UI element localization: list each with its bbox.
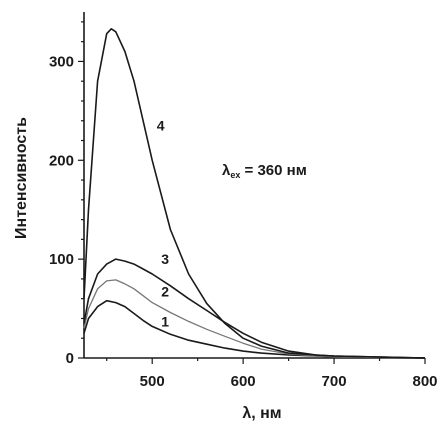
series-line-4: [83, 28, 426, 359]
x-tick-label: 500: [140, 373, 165, 390]
y-axis-title: Интенсивность: [13, 117, 30, 239]
x-tick-label: 700: [322, 373, 347, 390]
curve-labels: 1 2 3 4: [157, 118, 170, 330]
curve-label-3: 3: [161, 251, 169, 267]
annotation-subscript: ex: [230, 170, 240, 180]
curve-label-4: 4: [157, 118, 165, 134]
y-tick-label: 300: [49, 53, 74, 70]
y-tick-label: 0: [66, 350, 74, 367]
curve-label-2: 2: [161, 284, 169, 300]
series-layer: [83, 28, 426, 359]
series-line-2: [83, 279, 426, 359]
x-tick-label: 800: [412, 373, 437, 390]
y-tick-label: 200: [49, 152, 74, 169]
y-tick-label: 100: [49, 251, 74, 268]
annotation-value: = 360 нм: [240, 162, 306, 179]
excitation-annotation: λex = 360 нм: [222, 162, 307, 180]
annotation-symbol: λ: [222, 162, 231, 179]
x-tick-label: 600: [231, 373, 256, 390]
axes: 0 100 200 300 500 600 700 800: [49, 12, 438, 390]
curve-label-1: 1: [161, 313, 169, 329]
x-axis-title: λ, нм: [242, 405, 281, 422]
series-line-1: [83, 299, 426, 359]
